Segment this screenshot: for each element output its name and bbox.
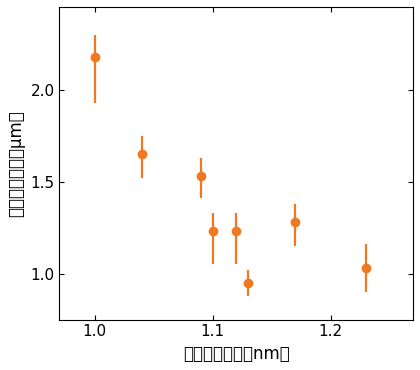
Y-axis label: 欠降密度（個／μm）: 欠降密度（個／μm） (7, 110, 25, 217)
X-axis label: チューブ直径（nm）: チューブ直径（nm） (183, 345, 290, 363)
